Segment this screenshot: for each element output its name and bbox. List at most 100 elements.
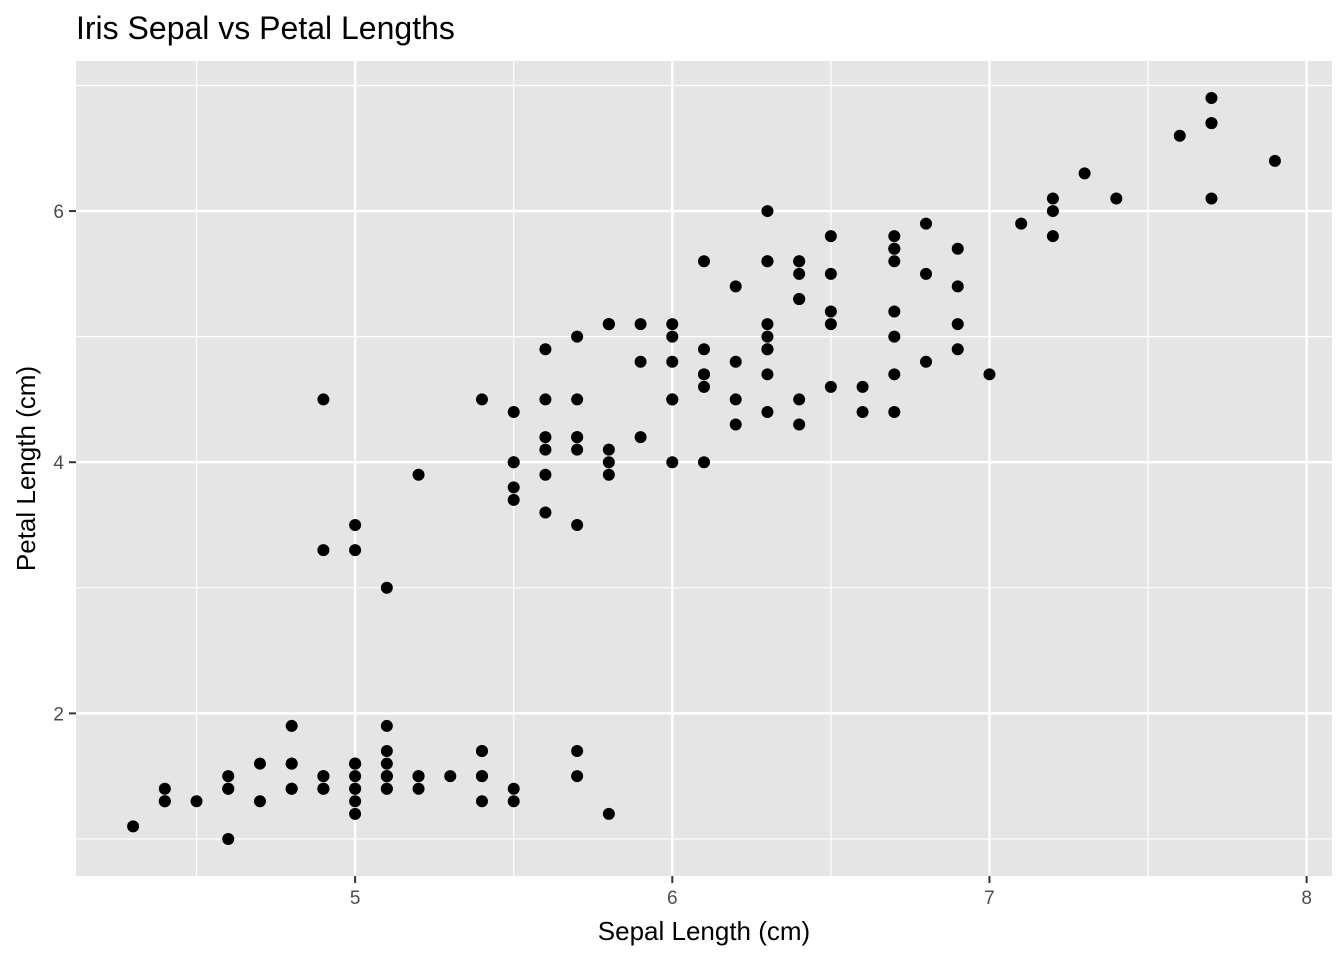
data-point	[475, 770, 488, 783]
data-point	[539, 506, 552, 519]
x-tick-label: 8	[1301, 888, 1312, 909]
data-point	[253, 757, 266, 770]
data-point	[507, 481, 520, 494]
data-point	[634, 431, 647, 444]
data-point	[793, 255, 806, 268]
data-point	[793, 418, 806, 431]
data-point	[856, 405, 869, 418]
data-point	[412, 782, 425, 795]
data-point	[824, 230, 837, 243]
x-tick-label: 6	[667, 888, 678, 909]
data-point	[253, 795, 266, 808]
data-point	[1268, 154, 1281, 167]
data-point	[920, 267, 933, 280]
data-point	[412, 770, 425, 783]
data-point	[380, 782, 393, 795]
data-points	[127, 92, 1281, 845]
data-point	[317, 393, 330, 406]
data-point	[856, 380, 869, 393]
data-point	[698, 380, 710, 393]
data-point	[666, 456, 679, 469]
data-point	[349, 544, 362, 557]
data-point	[634, 355, 647, 368]
x-axis-title: Sepal Length (cm)	[598, 916, 810, 946]
data-point	[571, 330, 584, 343]
data-point	[349, 757, 362, 770]
data-point	[412, 468, 425, 481]
data-point	[1173, 129, 1186, 142]
data-point	[761, 205, 774, 218]
data-point	[888, 255, 901, 268]
data-point	[824, 318, 837, 331]
x-tick-label: 7	[984, 888, 995, 909]
data-point	[539, 468, 552, 481]
data-point	[602, 468, 615, 481]
data-point	[793, 292, 806, 305]
data-point	[698, 368, 710, 381]
data-point	[380, 745, 393, 758]
data-point	[285, 757, 298, 770]
data-point	[729, 418, 742, 431]
data-point	[1205, 192, 1218, 205]
data-point	[666, 330, 679, 343]
data-point	[317, 782, 330, 795]
data-point	[698, 343, 710, 356]
data-point	[158, 782, 171, 795]
data-point	[761, 368, 774, 381]
data-point	[729, 355, 742, 368]
data-point	[285, 782, 298, 795]
data-point	[793, 393, 806, 406]
data-point	[1046, 192, 1059, 205]
data-point	[888, 305, 901, 318]
data-point	[158, 795, 171, 808]
minor-gridlines	[76, 61, 1332, 876]
data-point	[602, 318, 615, 331]
data-point	[1046, 205, 1059, 218]
data-point	[1205, 92, 1218, 105]
data-point	[888, 368, 901, 381]
data-point	[888, 405, 901, 418]
x-axis: 5 6 7 8	[350, 876, 1312, 909]
data-point	[222, 782, 235, 795]
y-axis: 2 4 6	[53, 202, 76, 725]
data-point	[507, 782, 520, 795]
data-point	[793, 267, 806, 280]
data-point	[888, 242, 901, 255]
data-point	[222, 832, 235, 845]
data-point	[349, 807, 362, 820]
data-point	[349, 795, 362, 808]
data-point	[539, 393, 552, 406]
data-point	[698, 456, 710, 469]
data-point	[507, 405, 520, 418]
data-point	[571, 770, 584, 783]
data-point	[729, 280, 742, 293]
data-point	[285, 719, 298, 732]
data-point	[507, 456, 520, 469]
data-point	[349, 770, 362, 783]
y-tick-label: 6	[53, 202, 64, 223]
data-point	[475, 393, 488, 406]
data-point	[666, 393, 679, 406]
data-point	[951, 343, 964, 356]
data-point	[317, 770, 330, 783]
data-point	[951, 242, 964, 255]
data-point	[380, 757, 393, 770]
data-point	[761, 330, 774, 343]
y-tick-label: 2	[53, 704, 64, 725]
data-point	[571, 431, 584, 444]
data-point	[317, 544, 330, 557]
data-point	[475, 795, 488, 808]
data-point	[349, 782, 362, 795]
data-point	[602, 443, 615, 456]
data-point	[1205, 117, 1218, 130]
data-point	[920, 355, 933, 368]
data-point	[380, 719, 393, 732]
data-point	[824, 380, 837, 393]
data-point	[602, 807, 615, 820]
data-point	[380, 581, 393, 594]
data-point	[761, 343, 774, 356]
data-point	[380, 770, 393, 783]
y-tick-label: 4	[53, 453, 64, 474]
data-point	[951, 318, 964, 331]
